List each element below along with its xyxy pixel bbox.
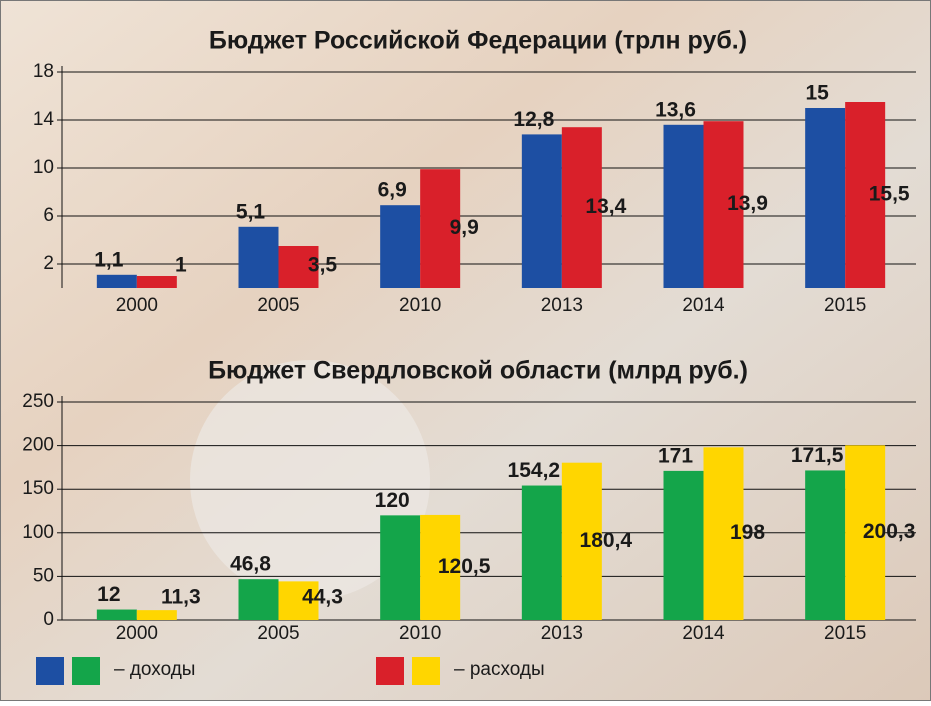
bar xyxy=(137,276,177,288)
value-label: 171,5 xyxy=(791,444,844,467)
background xyxy=(1,1,931,701)
value-label: 13,6 xyxy=(655,98,696,121)
bar xyxy=(522,134,562,288)
legend-swatch xyxy=(72,657,100,685)
y-tick-label: 200 xyxy=(22,435,54,456)
value-label: 12,8 xyxy=(513,108,554,131)
legend-label: – доходы xyxy=(114,659,195,680)
legend-swatch xyxy=(412,657,440,685)
y-tick-label: 100 xyxy=(22,522,54,543)
value-label: 3,5 xyxy=(308,254,338,277)
x-tick-label: 2000 xyxy=(116,295,158,316)
y-tick-label: 14 xyxy=(33,109,55,130)
x-tick-label: 2015 xyxy=(824,295,866,316)
value-label: 13,4 xyxy=(585,195,626,218)
value-label: 154,2 xyxy=(508,459,561,482)
bar xyxy=(664,125,704,288)
value-label: 120,5 xyxy=(438,555,491,578)
value-label: 5,1 xyxy=(236,200,266,223)
x-tick-label: 2005 xyxy=(257,623,299,644)
chart: Бюджет Российской Федерации (трлн руб.) 2… xyxy=(0,0,931,701)
value-label: 1 xyxy=(175,254,187,277)
y-tick-label: 18 xyxy=(33,61,54,82)
value-label: 9,9 xyxy=(450,216,479,239)
x-tick-label: 2010 xyxy=(399,623,441,644)
x-tick-label: 2005 xyxy=(257,295,299,316)
value-label: 46,8 xyxy=(230,553,271,576)
bar xyxy=(137,610,177,620)
value-label: 180,4 xyxy=(580,529,633,552)
y-tick-label: 150 xyxy=(22,478,54,499)
value-label: 198 xyxy=(730,521,765,544)
value-label: 15 xyxy=(805,82,829,105)
bar xyxy=(97,610,137,620)
value-label: 171 xyxy=(658,444,693,467)
bar xyxy=(522,486,562,620)
x-tick-label: 2010 xyxy=(399,295,441,316)
bar xyxy=(239,579,279,620)
value-label: 200,3 xyxy=(863,520,916,543)
legend-label: – расходы xyxy=(454,659,545,680)
bar xyxy=(664,471,704,620)
value-label: 6,9 xyxy=(378,179,407,202)
y-tick-label: 2 xyxy=(43,253,54,274)
y-tick-label: 0 xyxy=(43,609,54,630)
bar xyxy=(805,108,845,288)
x-tick-label: 2014 xyxy=(682,623,725,644)
bar xyxy=(239,227,279,288)
y-tick-label: 50 xyxy=(33,565,54,586)
value-label: 44,3 xyxy=(302,586,343,609)
chart-title: Бюджет Российской Федерации (трлн руб.) xyxy=(209,27,747,55)
x-tick-label: 2013 xyxy=(541,295,583,316)
legend-swatch xyxy=(376,657,404,685)
value-label: 11,3 xyxy=(161,586,201,609)
x-tick-label: 2014 xyxy=(682,295,725,316)
bar xyxy=(97,275,137,288)
x-tick-label: 2015 xyxy=(824,623,866,644)
value-label: 12 xyxy=(97,583,120,606)
value-label: 15,5 xyxy=(869,183,910,206)
page: Бюджет Российской Федерации (трлн руб.) 2… xyxy=(0,0,931,701)
value-label: 1,1 xyxy=(94,248,124,271)
y-tick-label: 250 xyxy=(22,391,54,412)
legend-swatch xyxy=(36,657,64,685)
chart-title: Бюджет Свердловской области (млрд руб.) xyxy=(208,357,748,385)
x-tick-label: 2013 xyxy=(541,623,583,644)
value-label: 13,9 xyxy=(727,192,768,215)
x-tick-label: 2000 xyxy=(116,623,158,644)
value-label: 120 xyxy=(375,489,410,512)
bar xyxy=(380,205,420,288)
bar xyxy=(805,470,845,620)
y-tick-label: 10 xyxy=(33,157,54,178)
y-tick-label: 6 xyxy=(43,205,54,226)
bar xyxy=(380,515,420,620)
